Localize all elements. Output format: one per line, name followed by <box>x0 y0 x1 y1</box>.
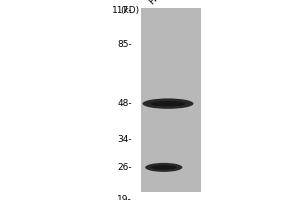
Text: 48-: 48- <box>117 99 132 108</box>
Ellipse shape <box>151 165 177 170</box>
Bar <box>141 8 201 192</box>
Ellipse shape <box>150 101 186 106</box>
Text: 85-: 85- <box>117 40 132 49</box>
Text: HeLa: HeLa <box>147 0 170 6</box>
Ellipse shape <box>145 163 182 172</box>
Text: 117-: 117- <box>112 6 132 15</box>
Text: 19-: 19- <box>117 196 132 200</box>
Text: (kD): (kD) <box>120 6 139 15</box>
Text: 26-: 26- <box>117 163 132 172</box>
Ellipse shape <box>142 98 194 109</box>
Text: 34-: 34- <box>117 135 132 144</box>
